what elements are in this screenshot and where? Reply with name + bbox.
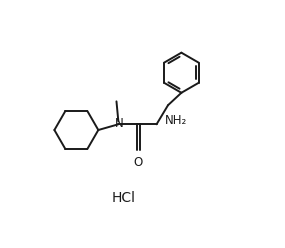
Text: N: N	[115, 117, 123, 130]
Text: HCl: HCl	[111, 191, 135, 205]
Text: NH₂: NH₂	[164, 114, 187, 127]
Text: O: O	[134, 156, 143, 169]
